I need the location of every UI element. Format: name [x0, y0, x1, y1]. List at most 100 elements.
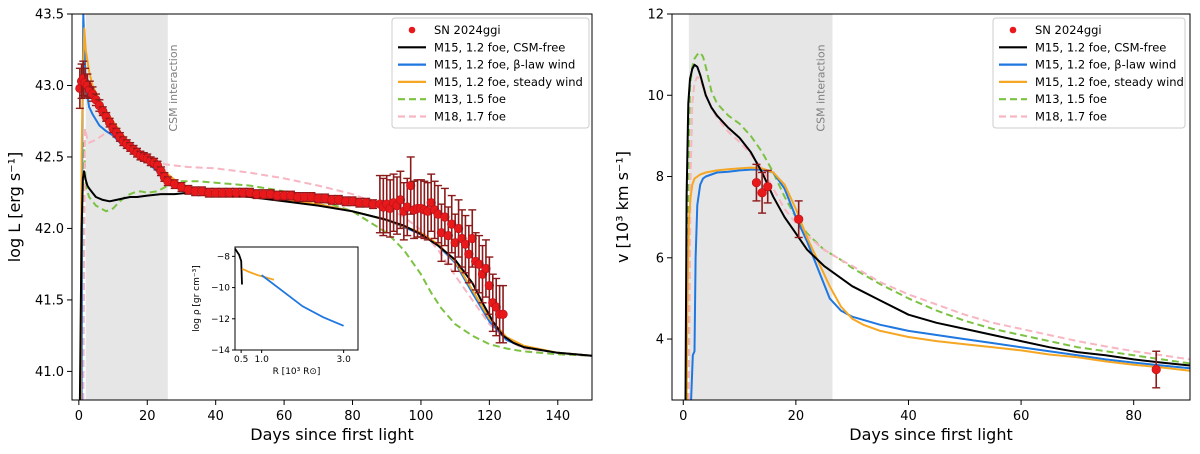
observed-point	[406, 156, 416, 215]
x-tick-label: 0	[75, 409, 83, 424]
y-tick-label: 4	[656, 333, 664, 348]
legend-box	[992, 17, 1186, 129]
y-tick-label: 12	[647, 8, 664, 23]
data-marker	[1151, 364, 1161, 375]
observed-point	[204, 187, 214, 198]
observed-point	[258, 189, 269, 200]
series-line-1	[690, 168, 1190, 400]
observed-point	[286, 190, 296, 201]
observed-point	[245, 187, 255, 198]
inset-y-tick-label: −14	[211, 346, 230, 356]
y-tick-label: 42.5	[35, 150, 64, 165]
data-marker	[464, 249, 474, 259]
legend-entry: M18, 1.7 foe	[398, 110, 506, 124]
series-line-3	[81, 141, 592, 400]
observed-point	[763, 169, 773, 204]
csm-interaction-label: CSM interaction	[814, 44, 827, 131]
y-tick-label: 41.0	[35, 365, 64, 380]
y-ticks: 41.0 41.5 42.0 42.5 43.0 43.5	[35, 8, 72, 380]
x-tick-label: 40	[900, 409, 917, 424]
inset-background	[175, 243, 370, 390]
y-tick-label: 43.5	[35, 8, 64, 23]
observed-point	[467, 209, 477, 268]
data-marker	[498, 309, 508, 319]
observed-point	[183, 184, 193, 195]
luminosity-panel: CSM interaction 0 20 40 60 80 100 120 140 41.04…	[5, 7, 593, 444]
inset-x-tick-label: 3.0	[336, 355, 351, 365]
observed-points	[75, 60, 508, 344]
observed-point	[272, 190, 282, 201]
observed-point	[327, 194, 337, 205]
x-ticks: 0 20 40 60 80 100 120 140	[75, 400, 570, 424]
observed-point	[426, 173, 436, 233]
legend: SN 2024ggi M15, 1.2 foe, CSM-free M15, 1.2…	[391, 17, 590, 129]
observed-point	[368, 199, 378, 210]
legend-entry: M15, 1.2 foe, CSM-free	[398, 40, 565, 54]
y-tick-label: 43.0	[35, 79, 64, 94]
data-marker	[474, 259, 484, 269]
legend-label: M15, 1.2 foe, β-law wind	[434, 58, 575, 72]
x-axis-label: Days since first light	[250, 425, 413, 444]
observed-point	[491, 277, 501, 337]
x-tick-label: 80	[344, 409, 361, 424]
inset-y-tick-label: −10	[211, 284, 230, 294]
y-tick-label: 10	[647, 89, 664, 104]
inset-y-tick-label: −8	[217, 252, 231, 262]
inset-line-0	[234, 248, 243, 285]
observed-point	[252, 189, 262, 200]
x-tick-label: 40	[207, 409, 224, 424]
density-inset: 0.5 1.0 3.0 −14 −12 −10 −8 R [10³ R⊙] log ρ […	[175, 243, 370, 390]
y-tick-label: 42.0	[35, 222, 64, 237]
y-ticks: 4 6 8 10 12	[647, 8, 672, 348]
data-marker	[484, 281, 494, 291]
y-axis-label: v [10³ km s⁻¹]	[613, 151, 632, 263]
inset-y-ticks: −14 −12 −10 −8	[211, 252, 235, 356]
observed-point	[238, 187, 248, 198]
x-tick-label: 0	[679, 409, 687, 424]
observed-point	[498, 284, 508, 344]
x-tick-label: 120	[477, 409, 502, 424]
data-marker	[751, 178, 762, 188]
legend-entry: M18, 1.7 foe	[999, 110, 1107, 124]
legend-label: M13, 1.5 foe	[434, 92, 506, 106]
data-marker	[467, 233, 477, 244]
plot-frame	[71, 13, 593, 401]
observed-point	[300, 192, 310, 202]
observed-point	[436, 203, 447, 263]
inset-x-ticks: 0.5 1.0 3.0	[234, 350, 351, 365]
observed-point	[217, 187, 228, 198]
series-line-3	[686, 51, 1190, 400]
inset-lines	[234, 248, 344, 327]
observed-point	[423, 181, 433, 241]
legend-label: M15, 1.2 foe, β-law wind	[1035, 58, 1176, 72]
observed-point	[395, 170, 406, 230]
series-line-4	[82, 127, 592, 400]
legend-label: M15, 1.2 foe, CSM-free	[1035, 40, 1166, 54]
velocity-panel: CSM interaction 0 20 40 60 80 4 6 8 10 12 Days s…	[613, 8, 1191, 444]
data-marker	[460, 239, 471, 249]
data-marker	[443, 230, 453, 241]
legend-entry: M15, 1.2 foe, CSM-free	[999, 40, 1166, 54]
data-marker	[440, 212, 450, 222]
data-marker	[757, 188, 767, 198]
inset-line-1	[241, 267, 275, 281]
data-marker	[453, 223, 464, 234]
legend-box	[391, 17, 590, 129]
x-tick-label: 100	[409, 409, 434, 424]
series-line-2	[685, 166, 1190, 400]
data-marker	[481, 263, 491, 274]
legend-label: M18, 1.7 foe	[1035, 110, 1107, 124]
csm-interaction-label: CSM interaction	[167, 44, 180, 131]
data-marker	[763, 182, 773, 192]
observed-point	[757, 171, 767, 214]
observed-point	[279, 190, 289, 201]
observed-point	[361, 197, 371, 208]
legend: SN 2024ggi M15, 1.2 foe, CSM-free M15, 1.2…	[992, 17, 1186, 129]
observed-point	[313, 193, 323, 204]
csm-interaction-band	[688, 14, 833, 400]
observed-point	[211, 187, 221, 198]
observed-point	[347, 196, 358, 207]
inset-x-tick-label: 0.5	[234, 355, 248, 365]
y-axis-label: log L [erg s⁻¹]	[5, 152, 24, 263]
legend-entry: M15, 1.2 foe, steady wind	[999, 75, 1184, 89]
